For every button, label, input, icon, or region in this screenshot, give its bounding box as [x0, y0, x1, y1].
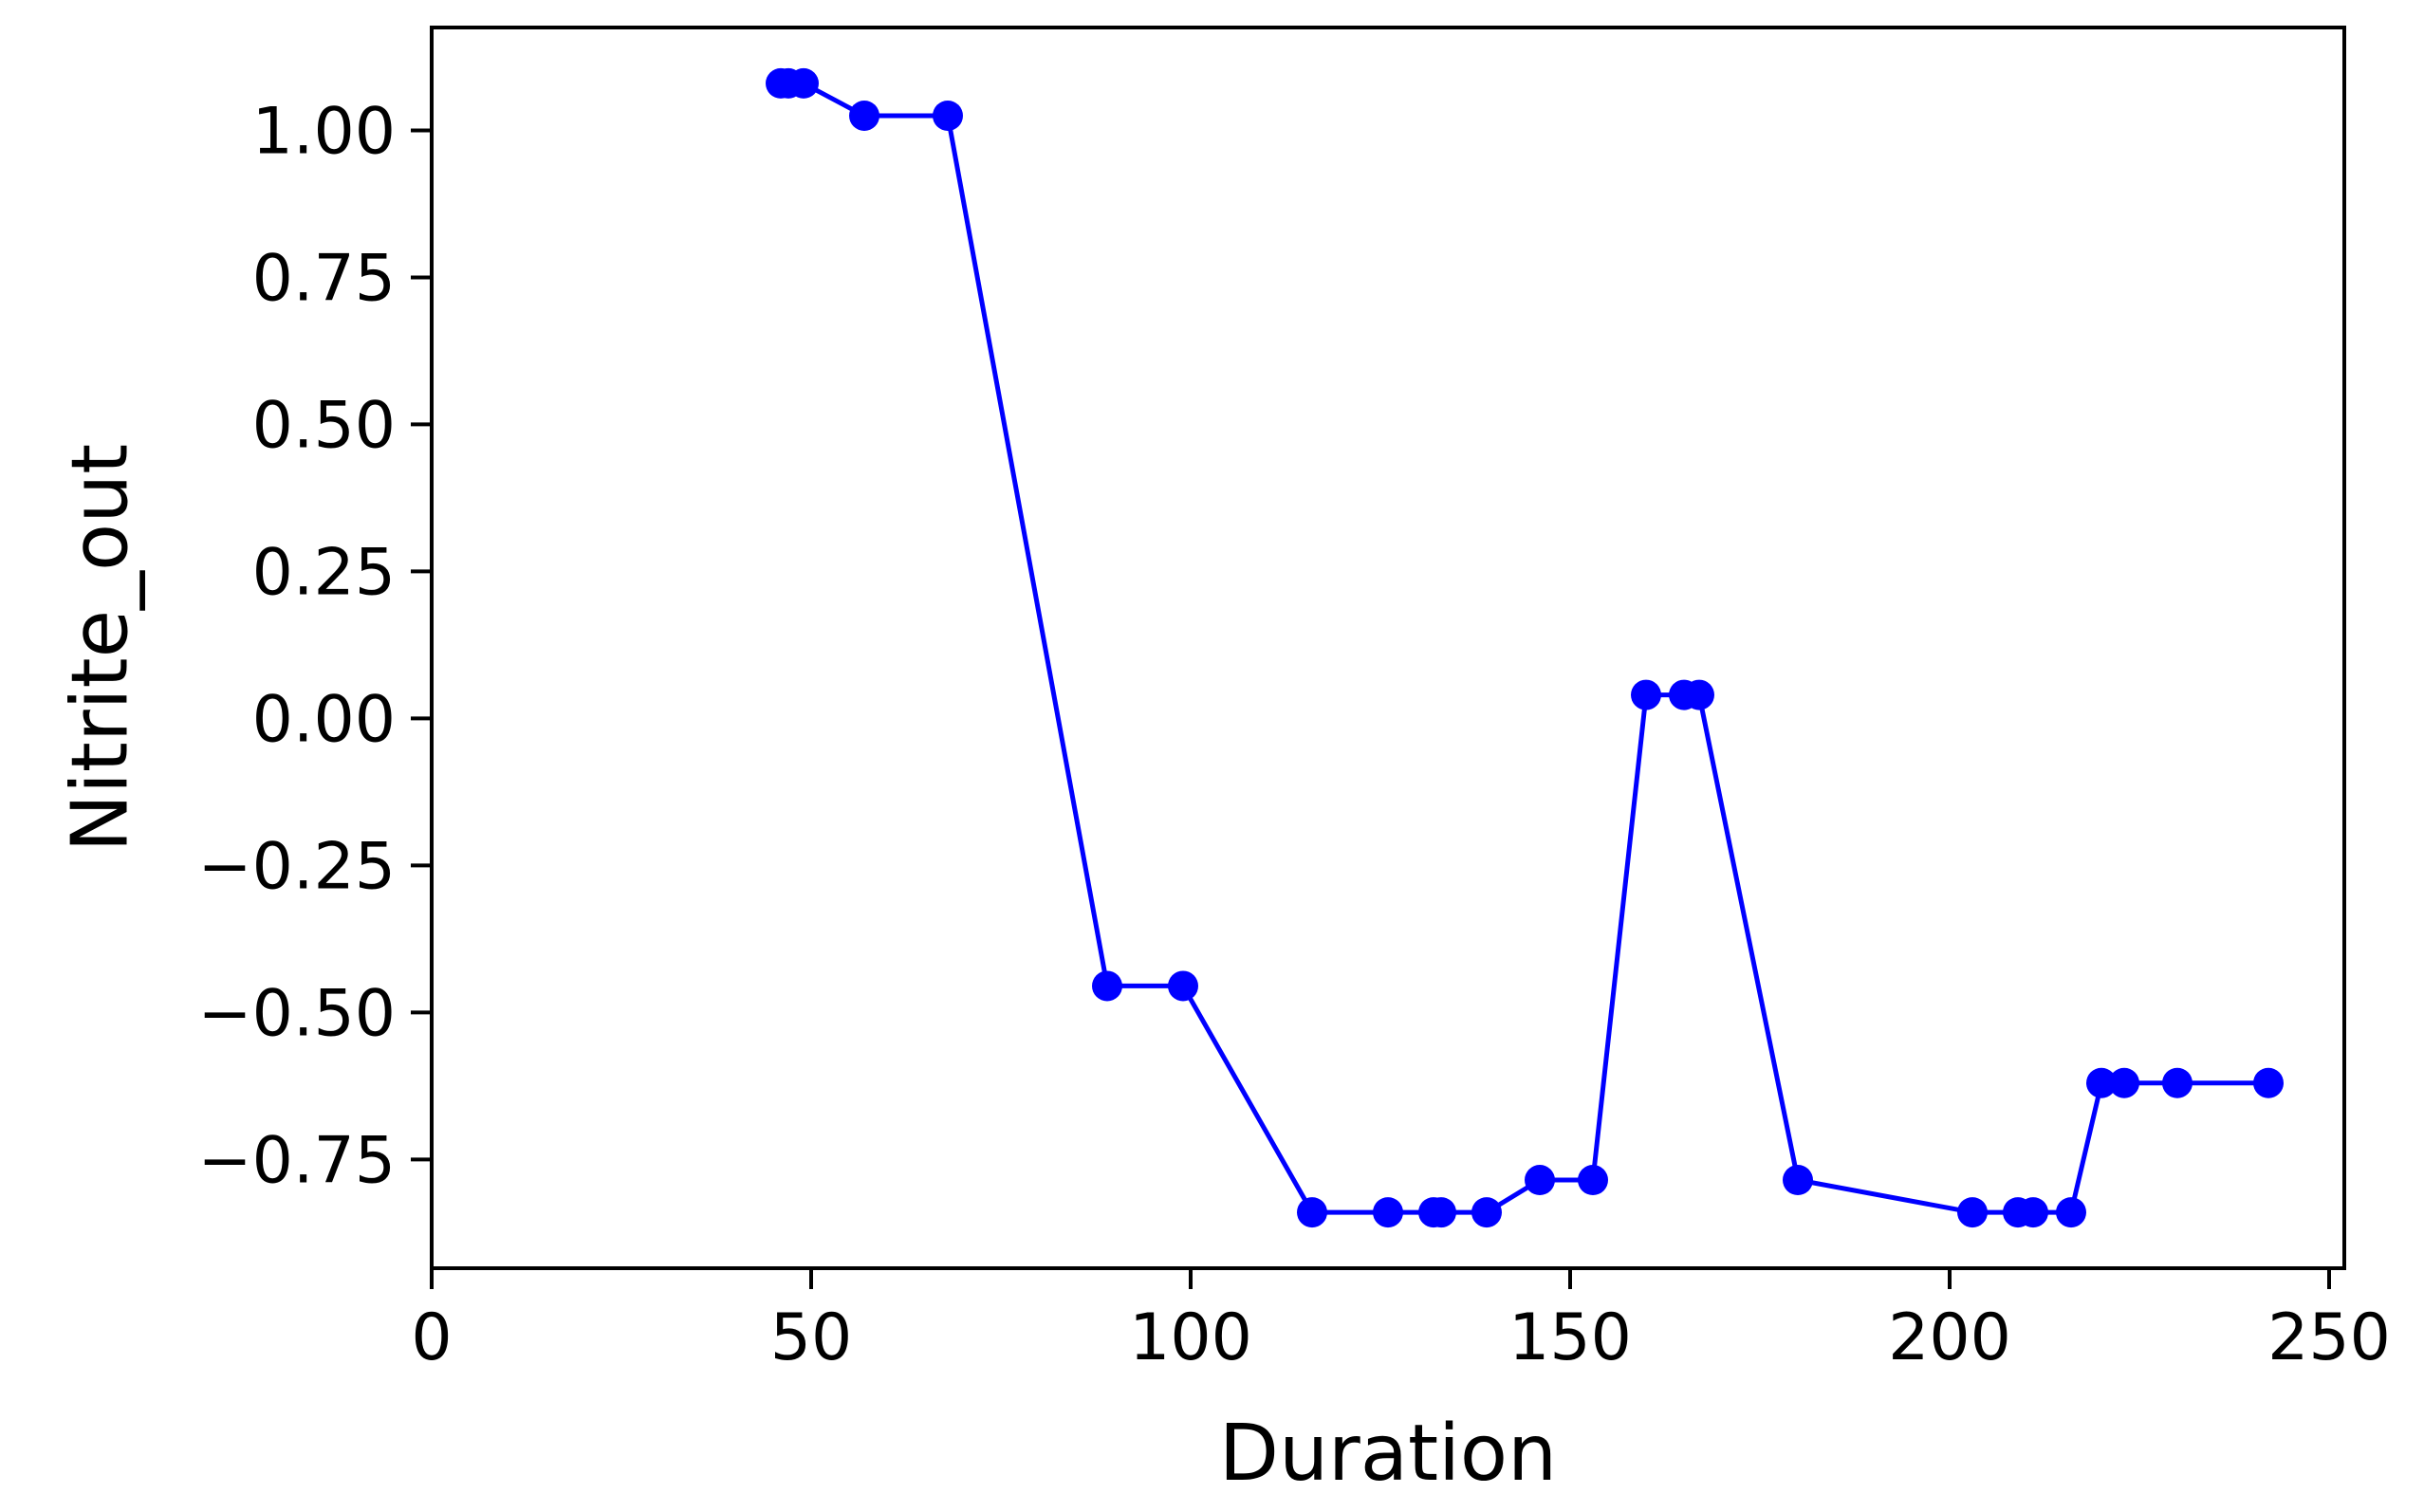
data-point	[1957, 1197, 1988, 1228]
x-tick-label: 250	[2267, 1300, 2391, 1375]
y-tick-label: −0.25	[198, 829, 396, 904]
series-line	[781, 81, 2268, 1215]
data-point	[2162, 1067, 2193, 1098]
x-tick-label: 150	[1508, 1300, 1632, 1375]
y-axis-title: Nitrite_out	[56, 444, 146, 853]
data-point	[1092, 970, 1122, 1002]
y-tick-label: −0.50	[198, 976, 396, 1051]
y-tick-label: 0.00	[252, 682, 396, 757]
data-point	[1684, 679, 1714, 710]
data-point	[1373, 1197, 1403, 1228]
data-point	[849, 100, 879, 131]
y-tick-label: 0.25	[252, 535, 396, 610]
data-point	[1471, 1197, 1502, 1228]
data-point	[933, 100, 963, 131]
x-axis-ticks: 0 50 100 150 200 250	[411, 1268, 2391, 1375]
data-point	[2253, 1067, 2284, 1098]
data-point	[1631, 679, 1661, 710]
data-point	[788, 67, 819, 99]
y-tick-label: 0.75	[252, 241, 396, 316]
data-point	[2109, 1067, 2139, 1098]
y-tick-label: 1.00	[252, 94, 396, 169]
data-point	[1525, 1165, 1555, 1196]
y-tick-label: 0.50	[252, 388, 396, 463]
data-point	[1297, 1197, 1327, 1228]
series-layer	[766, 67, 2284, 1228]
x-tick-label: 200	[1888, 1300, 2011, 1375]
x-tick-label: 50	[770, 1300, 853, 1375]
x-axis-title: Duration	[1219, 1409, 1557, 1499]
data-point	[1168, 970, 1198, 1002]
data-point	[2056, 1197, 2086, 1228]
y-axis-ticks: 1.00 0.75 0.50 0.25 0.00 −0.25 −0.50 −0.75	[198, 94, 432, 1198]
data-point	[1426, 1197, 1456, 1228]
data-point	[1783, 1165, 1813, 1196]
x-tick-label: 0	[411, 1300, 452, 1375]
data-point	[1578, 1165, 1608, 1196]
plot-frame	[430, 26, 2346, 1270]
x-tick-label: 100	[1129, 1300, 1252, 1375]
data-point	[2086, 1067, 2117, 1098]
data-point	[2018, 1197, 2048, 1228]
y-tick-label: −0.75	[198, 1123, 396, 1198]
